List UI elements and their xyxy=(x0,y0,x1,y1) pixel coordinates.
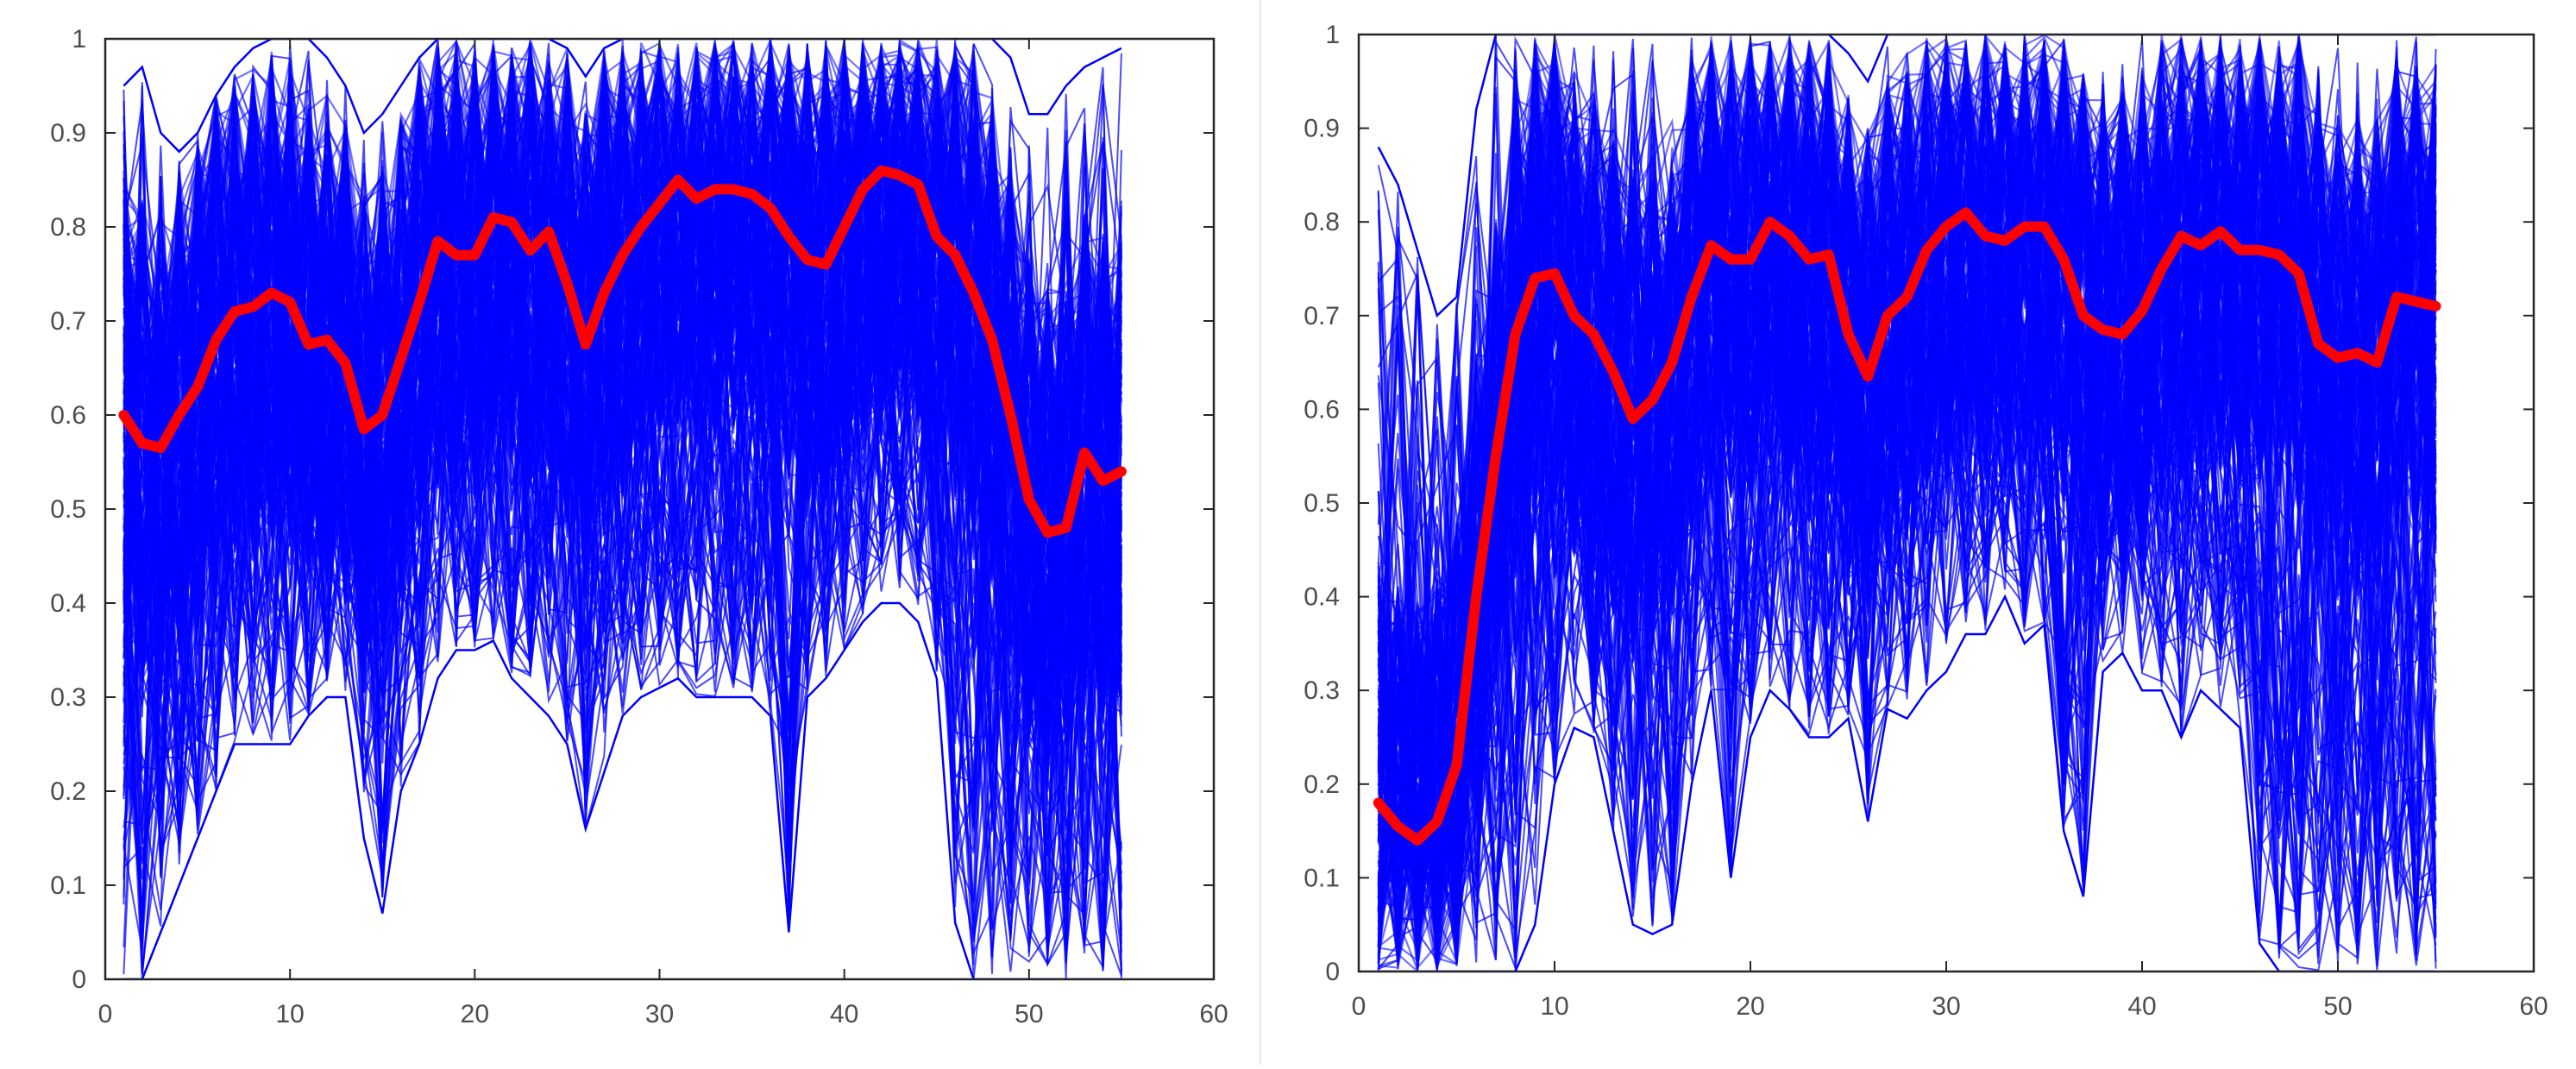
trace-line xyxy=(1377,38,2437,972)
y-tick-label: 0.4 xyxy=(1304,583,1340,612)
trace-line xyxy=(1377,76,2437,917)
trace-line xyxy=(123,137,1122,964)
trace-line xyxy=(123,45,1122,923)
y-tick-label: 0 xyxy=(72,965,86,994)
y-tick-label: 1 xyxy=(1325,21,1340,49)
y-tick-label: 0.3 xyxy=(1304,676,1340,705)
y-tick-label: 0.8 xyxy=(1304,208,1340,236)
trace-line xyxy=(1377,72,2437,916)
trace-line xyxy=(123,43,1122,979)
y-tick-label: 0.7 xyxy=(50,307,86,336)
y-tick-label: 0.9 xyxy=(50,119,86,148)
y-tick-label: 0.7 xyxy=(1304,302,1340,330)
y-tick-label: 0.9 xyxy=(1304,115,1340,143)
left-chart-panel: 0 10 20 30 40 50 60 0 0.1 0.2 0.3 0.4 0.5 0.6 0.7 0.8 0.… xyxy=(0,0,1260,1065)
panel-divider xyxy=(1260,0,1261,1065)
trace-line xyxy=(1377,35,2437,961)
trace-line xyxy=(1377,70,2437,935)
y-tick-label: 0.2 xyxy=(1304,770,1340,799)
x-tick-label: 60 xyxy=(1199,1000,1228,1028)
y-tick-label: 0.3 xyxy=(50,683,86,712)
x-tick-label: 50 xyxy=(2323,992,2352,1021)
y-tick-label: 1 xyxy=(72,25,86,53)
x-tick-label: 20 xyxy=(1736,992,1764,1021)
right-chart-panel: 0 10 20 30 40 50 60 0 0.1 0.2 0.3 0.4 0.5 0.6 0.7 0.8 0.… xyxy=(1261,0,2576,1065)
trace-line xyxy=(123,77,1122,851)
right-line-chart: 0 10 20 30 40 50 60 0 0.1 0.2 0.3 0.4 0.5 0.6 0.7 0.8 0.… xyxy=(1304,21,2548,1021)
trace-line xyxy=(123,104,1122,788)
x-tick-label: 30 xyxy=(1932,992,1960,1021)
mean-line xyxy=(118,165,1127,538)
trace-envelope-line xyxy=(1378,594,2436,972)
trace-line xyxy=(1377,64,2437,949)
left-line-chart: 0 10 20 30 40 50 60 0 0.1 0.2 0.3 0.4 0.5 0.6 0.7 0.8 0.… xyxy=(50,25,1228,1028)
y-tick-label: 0.8 xyxy=(50,213,86,242)
y-tick-label: 0.4 xyxy=(50,589,86,618)
trace-line xyxy=(1377,73,2437,953)
trace-line xyxy=(123,136,1122,978)
y-tick-label: 0.5 xyxy=(50,495,86,524)
individual-traces xyxy=(123,39,1122,979)
trace-line xyxy=(1378,60,2437,971)
trace-line xyxy=(1378,45,2437,950)
trace-line xyxy=(1377,37,2437,965)
trace-envelope-line xyxy=(123,601,1122,979)
x-tick-label: 20 xyxy=(461,1000,489,1028)
individual-traces xyxy=(1377,35,2437,972)
y-tick-label: 0.6 xyxy=(50,401,86,430)
trace-line xyxy=(1377,85,2437,963)
trace-line xyxy=(123,60,1122,929)
x-tick-label: 50 xyxy=(1015,1000,1043,1028)
mean-line xyxy=(1373,207,2441,846)
trace-line xyxy=(123,44,1122,967)
trace-line xyxy=(123,136,1122,956)
trace-line xyxy=(123,59,1122,940)
y-tick-label: 0.6 xyxy=(1304,395,1340,424)
trace-line xyxy=(1377,83,2437,959)
x-tick-label: 60 xyxy=(2519,992,2548,1021)
x-tick-label: 40 xyxy=(830,1000,858,1028)
y-tick-label: 0.2 xyxy=(50,777,86,806)
x-tick-label: 10 xyxy=(275,1000,304,1028)
y-tick-label: 0.5 xyxy=(1304,489,1340,518)
x-tick-label: 10 xyxy=(1540,992,1568,1021)
x-tick-label: 40 xyxy=(2127,992,2156,1021)
y-tick-label: 0.1 xyxy=(50,871,86,900)
trace-line xyxy=(123,57,1122,896)
trace-line xyxy=(123,79,1122,864)
trace-line xyxy=(123,79,1122,974)
trace-line xyxy=(1377,47,2437,953)
x-tick-label: 0 xyxy=(1352,992,1367,1021)
y-tick-label: 0 xyxy=(1325,958,1340,986)
y-tick-label: 0.1 xyxy=(1304,864,1340,892)
x-tick-label: 0 xyxy=(98,1000,113,1028)
x-tick-label: 30 xyxy=(645,1000,674,1028)
